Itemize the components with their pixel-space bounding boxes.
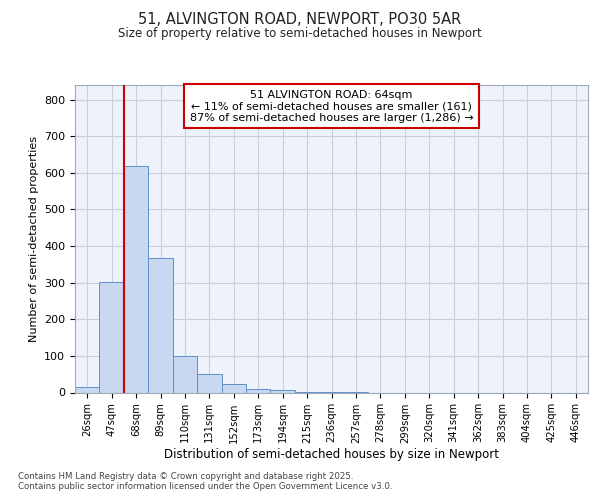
- Text: 51, ALVINGTON ROAD, NEWPORT, PO30 5AR: 51, ALVINGTON ROAD, NEWPORT, PO30 5AR: [139, 12, 461, 28]
- Bar: [173, 356, 197, 392]
- Text: Size of property relative to semi-detached houses in Newport: Size of property relative to semi-detach…: [118, 27, 482, 40]
- Y-axis label: Number of semi-detached properties: Number of semi-detached properties: [29, 136, 38, 342]
- Bar: [197, 374, 221, 392]
- Text: Contains HM Land Registry data © Crown copyright and database right 2025.: Contains HM Land Registry data © Crown c…: [18, 472, 353, 481]
- X-axis label: Distribution of semi-detached houses by size in Newport: Distribution of semi-detached houses by …: [164, 448, 499, 461]
- Bar: [148, 258, 173, 392]
- Bar: [124, 166, 148, 392]
- Text: 51 ALVINGTON ROAD: 64sqm
← 11% of semi-detached houses are smaller (161)
87% of : 51 ALVINGTON ROAD: 64sqm ← 11% of semi-d…: [190, 90, 473, 123]
- Bar: [100, 282, 124, 393]
- Bar: [271, 390, 295, 392]
- Text: Contains public sector information licensed under the Open Government Licence v3: Contains public sector information licen…: [18, 482, 392, 491]
- Bar: [246, 389, 271, 392]
- Bar: [75, 387, 100, 392]
- Bar: [221, 384, 246, 392]
